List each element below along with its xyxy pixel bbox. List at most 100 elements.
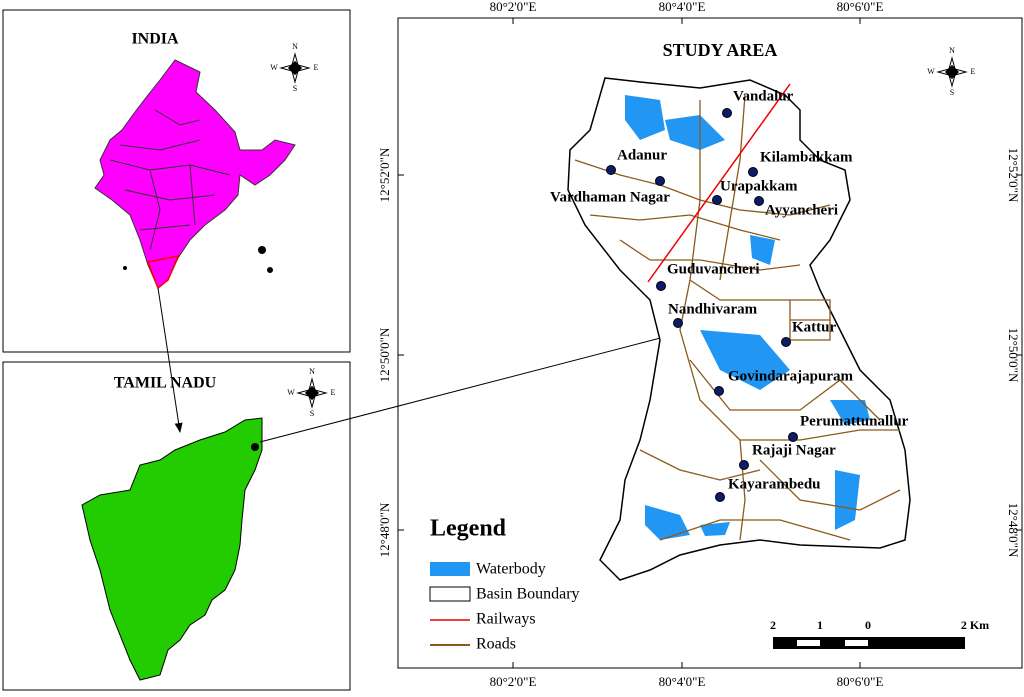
place-marker [788, 432, 798, 442]
longitude-label: 80°4'0"E [659, 0, 706, 14]
road [619, 239, 801, 271]
scale-label: 2 [770, 618, 776, 632]
legend-label: Roads [476, 636, 516, 653]
waterbody [625, 95, 665, 140]
road [759, 459, 901, 511]
place-marker [714, 386, 724, 396]
place-marker [715, 492, 725, 502]
waterbody [835, 470, 860, 530]
place-marker [655, 176, 665, 186]
place-marker [739, 460, 749, 470]
road [659, 519, 851, 541]
road [689, 279, 790, 301]
longitude-label: 80°6'0"E [837, 0, 884, 14]
place-label: Perumattunallur [800, 413, 909, 429]
road [740, 429, 900, 441]
island [258, 246, 266, 254]
place-marker [754, 196, 764, 206]
place-marker [656, 281, 666, 291]
india-shape [94, 59, 296, 289]
compass-label: N [292, 42, 298, 51]
latitude-label: 12°48'0"N [377, 502, 392, 557]
scale-label: 0 [865, 618, 871, 632]
longitude-label: 80°2'0"E [490, 0, 537, 14]
road [589, 214, 781, 241]
latitude-label: 12°52'0"N [1006, 148, 1021, 203]
place-marker [712, 195, 722, 205]
legend-label: Railways [476, 611, 536, 628]
road [639, 449, 761, 481]
place-label: Kattur [792, 319, 837, 335]
place-label: Vardhaman Nagar [550, 189, 670, 205]
island [267, 267, 273, 273]
place-label: Adanur [617, 147, 667, 163]
place-marker [606, 165, 616, 175]
waterbody [700, 522, 730, 536]
longitude-label: 80°4'0"E [659, 674, 706, 689]
place-marker [722, 108, 732, 118]
basin-boundary [567, 77, 911, 581]
island [123, 266, 127, 270]
scale-bar [773, 637, 965, 649]
tamil-nadu-shape [81, 417, 263, 681]
scale-bar [797, 640, 820, 646]
compass-label: S [293, 84, 297, 93]
places: Vandalur Adanur Kilambakkam Urapakkam Vardha… [550, 88, 909, 502]
railway [647, 83, 791, 283]
compass-center [287, 60, 303, 76]
compass-label: W [270, 63, 278, 72]
latitude-label: 12°50'0"N [1006, 328, 1021, 383]
compass-center [944, 64, 960, 80]
roads [574, 94, 901, 541]
road [789, 299, 831, 341]
place-label: Ayyancheri [765, 202, 838, 218]
legend-label: Basin Boundary [476, 586, 580, 603]
map-title: STUDY AREA [663, 40, 778, 60]
place-label: Rajaji Nagar [752, 442, 836, 458]
place-label: Govindarajapuram [728, 368, 854, 384]
compass-label: S [950, 88, 954, 97]
legend-swatch [429, 586, 471, 602]
compass-label: N [309, 367, 315, 376]
arrow [157, 287, 183, 433]
scale-label: 2 Km [961, 618, 989, 632]
road [679, 100, 746, 541]
waterbody [830, 400, 870, 425]
compass-label: W [927, 67, 935, 76]
compass-label: E [314, 63, 319, 72]
longitude-label: 80°2'0"E [490, 674, 537, 689]
place-label: Urapakkam [720, 178, 798, 194]
longitude-label: 80°6'0"E [837, 674, 884, 689]
study-location [251, 443, 259, 451]
place-marker [781, 337, 791, 347]
place-label: Kilambakkam [760, 149, 853, 165]
tamil-nadu-highlight [146, 254, 180, 290]
panel-title: INDIA [131, 31, 179, 48]
legend-label: Waterbody [476, 561, 546, 578]
compass-label: E [331, 388, 336, 397]
latitude-label: 12°50'0"N [377, 327, 392, 382]
compass-label: E [971, 67, 976, 76]
compass-center [304, 385, 320, 401]
place-label: Vandalur [733, 88, 794, 104]
waterbodies [625, 95, 870, 540]
scale-bar [845, 640, 868, 646]
waterbody [645, 505, 690, 540]
compass-label: N [949, 46, 955, 55]
place-label: Nandhivaram [668, 301, 758, 317]
place-label: Kayarambedu [728, 476, 821, 492]
waterbody [700, 330, 790, 390]
compass-label: W [287, 388, 295, 397]
waterbody [665, 115, 725, 150]
place-marker [748, 167, 758, 177]
place-marker [673, 318, 683, 328]
latitude-label: 12°52'0"N [377, 147, 392, 202]
arrow [259, 334, 673, 443]
latitude-label: 12°48'0"N [1006, 503, 1021, 558]
legend-title: Legend [430, 516, 507, 542]
panel-title: TAMIL NADU [114, 375, 217, 392]
waterbody [750, 235, 775, 265]
legend-swatch [430, 562, 470, 576]
place-label: Guduvancheri [667, 261, 760, 277]
